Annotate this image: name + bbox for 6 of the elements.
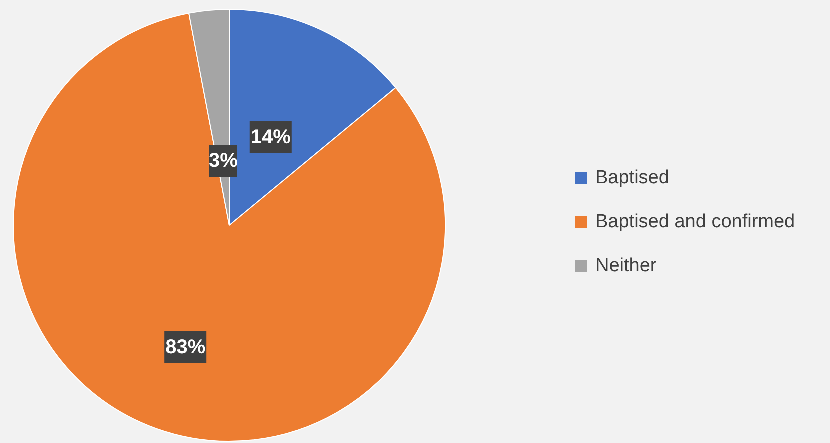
data-label: 83% (166, 336, 206, 358)
legend-label: Baptised (596, 168, 670, 188)
legend-label: Baptised and confirmed (596, 212, 796, 232)
data-label: 3% (208, 150, 238, 172)
legend-label: Neither (596, 256, 658, 276)
data-label: 14% (250, 126, 292, 149)
